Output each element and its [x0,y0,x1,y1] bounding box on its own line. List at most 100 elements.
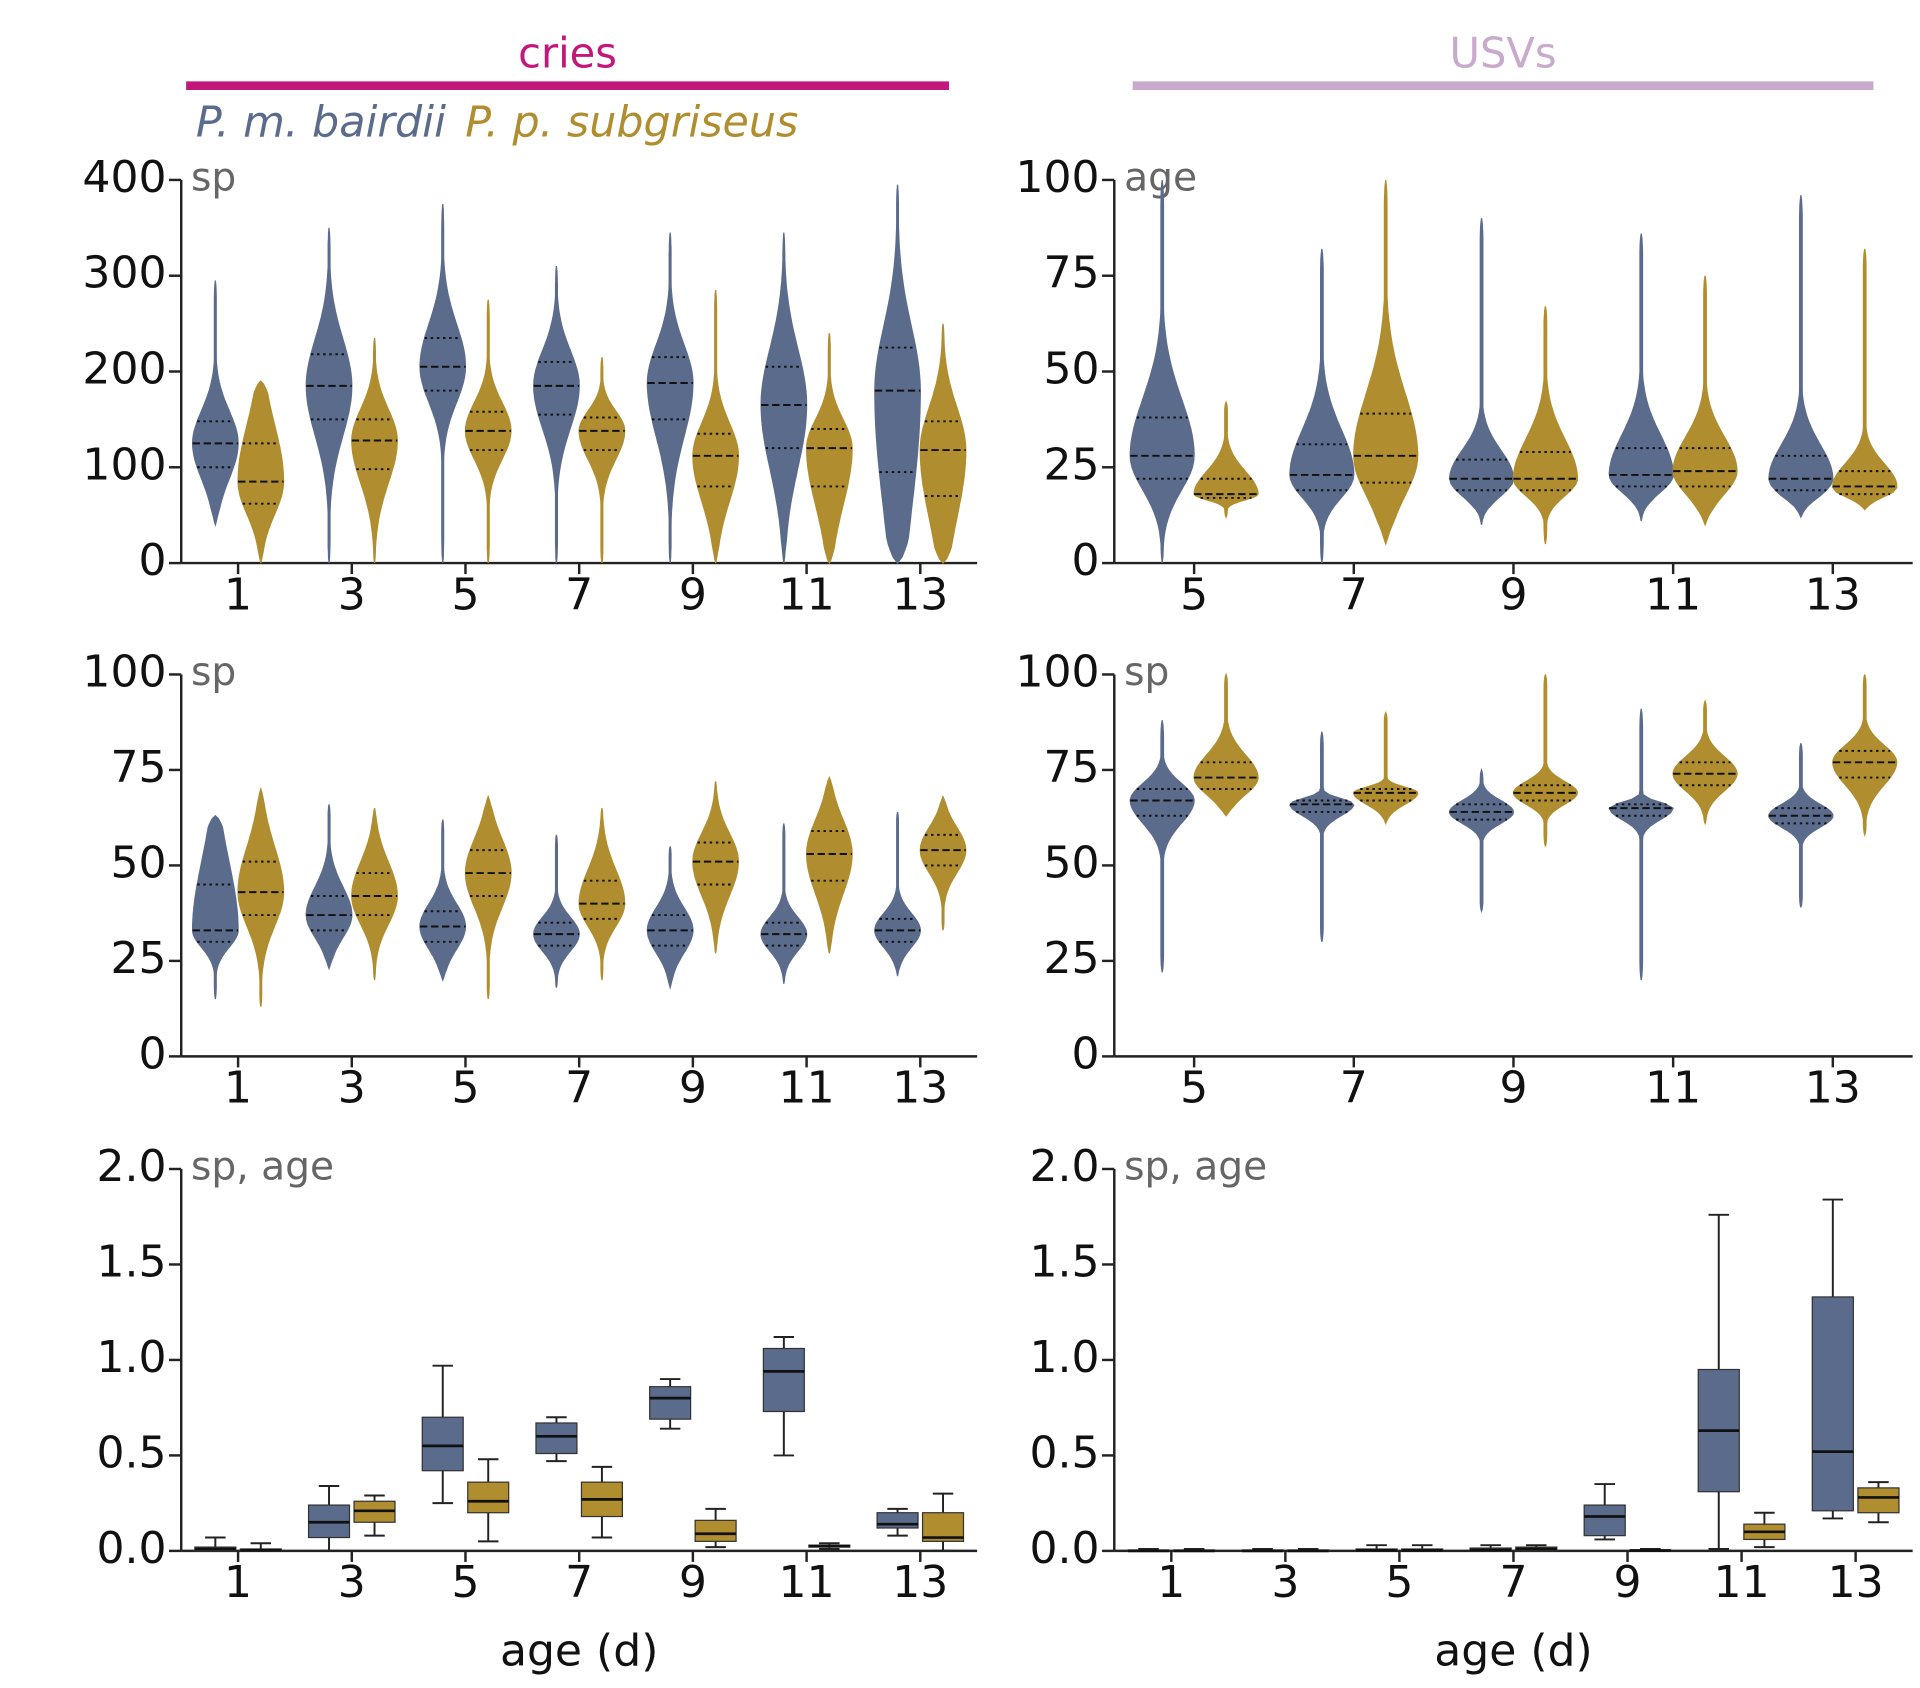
y-tick-label: 200 [82,344,166,395]
x-tick-label: 11 [779,1063,835,1114]
x-tick-label: 9 [1499,569,1527,620]
legend-entry: P. p. subgriseus [465,97,798,147]
box [421,1416,464,1472]
x-tick-label: 11 [779,1557,835,1608]
box [694,1519,737,1542]
x-tick-label: 9 [679,569,707,620]
y-tick-label: 1.0 [96,1332,166,1383]
box [1583,1504,1626,1537]
violin [237,380,285,564]
x-axis-label: age (d) [500,1626,658,1677]
x-tick-label: 13 [1805,1063,1861,1114]
y-tick-label: 50 [1044,837,1100,888]
x-tick-label: 7 [1340,1063,1368,1114]
annotation: sp, age [1124,1144,1267,1189]
annotation: sp [191,155,236,200]
violin [646,846,694,990]
x-tick-label: 7 [1499,1557,1527,1608]
x-tick-label: 5 [1180,569,1208,620]
violin [646,232,694,564]
y-tick-label: 0 [1072,535,1100,586]
violin [351,808,398,981]
y-tick-label: 1.0 [1030,1332,1100,1383]
x-tick-label: 13 [892,1063,948,1114]
x-tick-label: 1 [224,1063,252,1114]
violin [533,266,580,564]
violin [192,814,239,1000]
violin [1768,195,1834,519]
violin [919,323,967,565]
x-tick-label: 5 [451,569,479,620]
violin [1608,233,1674,522]
x-tick-label: 9 [1613,1557,1641,1608]
y-tick-label: 0 [1072,1028,1100,1079]
y-tick-label: 100 [1015,646,1099,697]
x-tick-label: 5 [1385,1557,1413,1608]
y-tick-label: 25 [1044,933,1100,984]
x-tick-label: 7 [565,569,593,620]
x-tick-label: 9 [1499,1063,1527,1114]
y-tick-label: 50 [1044,344,1100,395]
x-tick-label: 7 [1340,569,1368,620]
x-tick-label: 1 [1157,1557,1185,1608]
violin [578,808,626,981]
violin [1512,306,1579,545]
y-tick-label: 100 [82,646,166,697]
annotation: age [1124,155,1197,200]
box [1811,1296,1854,1512]
violin [464,794,512,1000]
group-header: USVs [1450,28,1557,77]
box [649,1386,692,1420]
box [467,1481,510,1514]
y-tick-label: 300 [82,248,166,299]
violin [1832,248,1898,511]
y-tick-label: 75 [110,742,166,793]
x-tick-label: 11 [779,569,835,620]
x-tick-label: 9 [679,1557,707,1608]
y-tick-label: 50 [110,837,166,888]
y-tick-label: 0.0 [1030,1523,1100,1574]
y-tick-label: 100 [82,439,166,490]
x-tick-label: 5 [451,1063,479,1114]
y-tick-label: 1.5 [96,1236,166,1287]
box [1857,1487,1900,1514]
violin [1289,248,1355,564]
violin [1193,672,1259,817]
violin [805,775,853,954]
x-tick-label: 7 [565,1557,593,1608]
violin [1353,179,1419,546]
violin [1672,275,1738,527]
violin [305,804,353,971]
violin [191,280,239,527]
y-tick-label: 400 [82,152,166,203]
legend-entry: P. m. bairdii [196,97,446,147]
annotation: sp [191,650,236,695]
violin [1448,218,1515,525]
violin [1512,674,1579,847]
violin [874,184,921,565]
y-tick-label: 0 [138,535,166,586]
violin [919,794,967,931]
y-tick-label: 100 [1015,152,1099,203]
x-tick-label: 3 [338,1557,366,1608]
violin [1353,710,1419,826]
x-tick-label: 3 [1271,1557,1299,1608]
x-tick-label: 9 [679,1063,707,1114]
box [535,1422,578,1455]
y-tick-label: 1.5 [1030,1236,1100,1287]
violin [1129,720,1195,973]
x-tick-label: 13 [1805,569,1861,620]
box [876,1512,919,1529]
violin [692,290,739,564]
y-tick-label: 25 [110,933,166,984]
x-tick-label: 11 [1714,1557,1770,1608]
x-tick-label: 11 [1645,1063,1701,1114]
annotation: sp [1124,650,1169,695]
violin [1768,743,1834,908]
violin [237,786,285,1007]
violin [1129,179,1195,564]
x-axis-label: age (d) [1434,1626,1592,1677]
violin [419,819,467,982]
y-tick-label: 75 [1044,248,1100,299]
